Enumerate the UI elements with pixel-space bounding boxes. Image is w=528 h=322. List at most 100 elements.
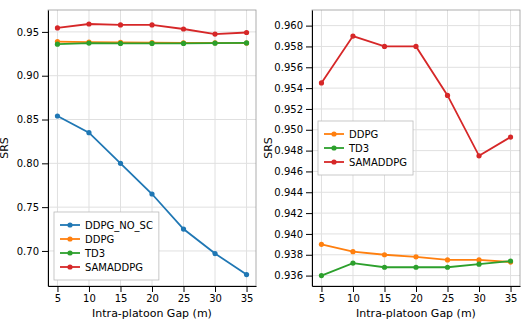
- y-tick: 0.960: [274, 20, 312, 31]
- x-tick: 30: [209, 286, 222, 304]
- tick-label: 35: [505, 293, 518, 304]
- point: [181, 26, 186, 31]
- tick-label: 20: [410, 293, 423, 304]
- point: [244, 40, 249, 45]
- point: [86, 41, 91, 46]
- tick-label: 0.936: [274, 270, 303, 281]
- y-axis-title: SRS: [0, 137, 11, 159]
- axis-line: [312, 11, 313, 287]
- tick-label: 0.944: [274, 187, 303, 198]
- point: [212, 41, 217, 46]
- tick-mark: [306, 192, 312, 193]
- point: [508, 134, 513, 139]
- grid: [312, 10, 520, 286]
- x-axis-title: Intra-platoon Gap (m): [92, 307, 212, 320]
- tick-label: 15: [379, 293, 392, 304]
- tick-mark: [306, 151, 312, 152]
- legend-item: DDPG: [324, 129, 378, 140]
- tick-label: 0.950: [274, 124, 303, 135]
- x-tick: 35: [505, 286, 518, 304]
- point: [149, 41, 154, 46]
- tick-label: 0.954: [274, 83, 303, 94]
- grid-line: [183, 10, 184, 286]
- point: [212, 40, 217, 45]
- tick-label: 0.70: [17, 246, 39, 257]
- point: [413, 44, 418, 49]
- point: [382, 44, 387, 49]
- legend-marker: [67, 264, 72, 269]
- point: [55, 25, 60, 30]
- plot-background: [48, 10, 256, 286]
- point: [55, 113, 60, 118]
- legend-item: TD3: [324, 143, 369, 154]
- legend-label: TD3: [84, 248, 105, 259]
- legend-item: DDPG: [60, 234, 114, 245]
- tick-mark: [306, 234, 312, 235]
- grid-line: [416, 10, 417, 286]
- legend: DDPG_NO_SCDDPGTD3SAMADDPG: [54, 212, 159, 280]
- x-tick: 35: [241, 286, 254, 304]
- y-tick: 0.942: [274, 208, 312, 219]
- tick-label: 0.85: [17, 114, 39, 125]
- point: [55, 42, 60, 47]
- legend-label: SAMADDPG: [349, 157, 407, 168]
- point: [445, 265, 450, 270]
- tick-mark: [306, 213, 312, 214]
- legend-marker: [67, 222, 72, 227]
- legend-marker: [331, 159, 336, 164]
- legend-box: [318, 121, 413, 175]
- y-tick: 0.954: [274, 83, 312, 94]
- point: [244, 40, 249, 45]
- chart-root: 51015202530350.700.750.800.850.900.95Int…: [0, 0, 528, 322]
- x-tick: 20: [146, 286, 159, 304]
- point: [244, 30, 249, 35]
- tick-label: 0.942: [274, 208, 303, 219]
- point: [445, 257, 450, 262]
- legend-box: [54, 212, 159, 280]
- point: [508, 258, 513, 263]
- tick-label: 30: [209, 293, 222, 304]
- tick-label: 0.938: [274, 249, 303, 260]
- tick-label: 30: [473, 293, 486, 304]
- legend-marker: [67, 236, 72, 241]
- legend-label: SAMADDPG: [85, 262, 143, 273]
- point: [212, 251, 217, 256]
- panel: 51015202530350.9360.9380.9400.9420.9440.…: [262, 10, 521, 320]
- tick-mark: [306, 255, 312, 256]
- tick-mark: [215, 286, 216, 292]
- tick-label: 0.80: [17, 158, 39, 169]
- tick-label: 0.95: [17, 27, 39, 38]
- y-tick: 0.952: [274, 104, 312, 115]
- y-tick: 0.948: [274, 145, 312, 156]
- tick-mark: [306, 130, 312, 131]
- point: [319, 273, 324, 278]
- y-axis-title: SRS: [262, 137, 275, 159]
- point: [413, 265, 418, 270]
- tick-label: 0.960: [274, 20, 303, 31]
- tick-label: 0.940: [274, 229, 303, 240]
- legend-item: SAMADDPG: [60, 262, 143, 273]
- point: [149, 191, 154, 196]
- tick-label: 15: [115, 293, 128, 304]
- legend-label: DDPG: [85, 234, 114, 245]
- tick-label: 5: [55, 293, 61, 304]
- series-line: [321, 244, 510, 262]
- series-line: [321, 261, 510, 276]
- point: [86, 40, 91, 45]
- y-tick: 0.80: [17, 158, 48, 169]
- tick-mark: [152, 286, 153, 292]
- x-tick: 5: [319, 286, 325, 304]
- plot-frame: [48, 10, 256, 286]
- point: [413, 254, 418, 259]
- tick-label: 0.956: [274, 62, 303, 73]
- y-tick: 0.95: [17, 27, 48, 38]
- legend-label: TD3: [348, 143, 369, 154]
- y-tick: 0.940: [274, 229, 312, 240]
- tick-label: 0.958: [274, 41, 303, 52]
- tick-label: 20: [146, 293, 159, 304]
- grid-line: [215, 10, 216, 286]
- plot-frame: [312, 10, 520, 286]
- y-tick: 0.956: [274, 62, 312, 73]
- tick-mark: [321, 286, 322, 292]
- point: [181, 41, 186, 46]
